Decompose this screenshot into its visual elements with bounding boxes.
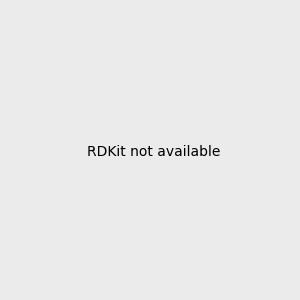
Text: RDKit not available: RDKit not available — [87, 145, 220, 158]
